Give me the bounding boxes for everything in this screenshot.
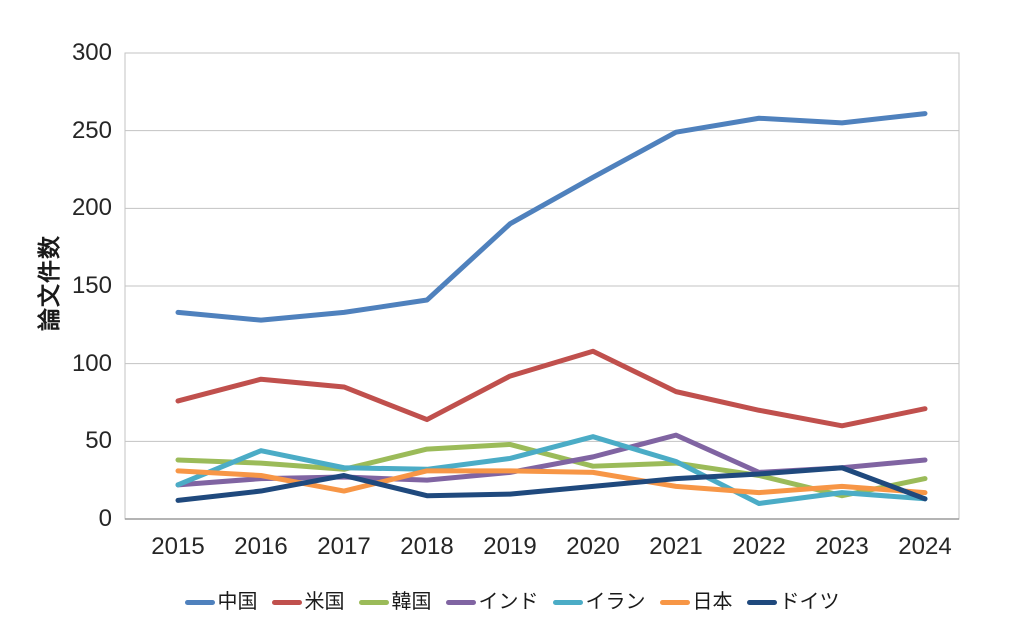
legend-swatch-5 [659, 599, 690, 605]
series-line-1 [175, 348, 928, 429]
legend-item-6: ドイツ [746, 591, 840, 613]
series-line-6 [175, 465, 928, 503]
series-line-2 [175, 441, 928, 499]
y-tick-label-100: 100 [71, 349, 112, 377]
y-tick-label-150: 150 [71, 272, 112, 299]
legend-label-5: 日本 [692, 591, 733, 613]
legend-label-6: ドイツ [779, 591, 840, 613]
x-tick-label-2020: 2020 [566, 533, 620, 560]
legend-item-1: 米国 [271, 591, 345, 613]
x-tick-label-2015: 2015 [151, 533, 205, 560]
x-tick-label-2016: 2016 [234, 533, 288, 560]
legend-swatch-2 [358, 599, 389, 605]
legend-swatch-6 [746, 599, 777, 605]
legend-label-2: 韓国 [391, 591, 432, 613]
legend-item-5: 日本 [659, 591, 733, 613]
legend-swatch-3 [445, 599, 476, 605]
y-tick-label-300: 300 [71, 39, 112, 66]
x-tick-label-2017: 2017 [317, 533, 371, 560]
legend-label-3: インド [478, 591, 539, 613]
series-line-0 [175, 111, 928, 323]
y-tick-label-50: 50 [85, 427, 112, 455]
y-tick-label-200: 200 [71, 194, 112, 222]
x-tick-label-2024: 2024 [898, 533, 952, 560]
legend-label-0: 中国 [217, 591, 258, 613]
x-tick-label-2021: 2021 [649, 533, 703, 560]
legend-label-1: 米国 [304, 591, 345, 613]
legend-item-4: イラン [552, 591, 646, 613]
legend-swatch-1 [271, 599, 302, 605]
legend-item-3: インド [445, 591, 539, 613]
legend-item-0: 中国 [184, 591, 258, 613]
legend-item-2: 韓国 [358, 591, 432, 613]
legend-label-4: イラン [585, 591, 646, 613]
series-line-3 [175, 432, 928, 488]
series-line-4 [175, 434, 928, 506]
y-tick-label-0: 0 [98, 505, 112, 532]
y-tick-label-250: 250 [71, 116, 112, 144]
legend-swatch-0 [184, 599, 215, 605]
legend-swatch-4 [552, 599, 583, 605]
x-tick-label-2018: 2018 [400, 533, 454, 560]
x-tick-label-2022: 2022 [732, 533, 786, 560]
chart-legend: 中国 米国 韓国 インド イラン 日本 ドイツ [0, 586, 1024, 618]
x-tick-label-2019: 2019 [483, 533, 537, 560]
x-tick-label-2023: 2023 [815, 533, 869, 560]
